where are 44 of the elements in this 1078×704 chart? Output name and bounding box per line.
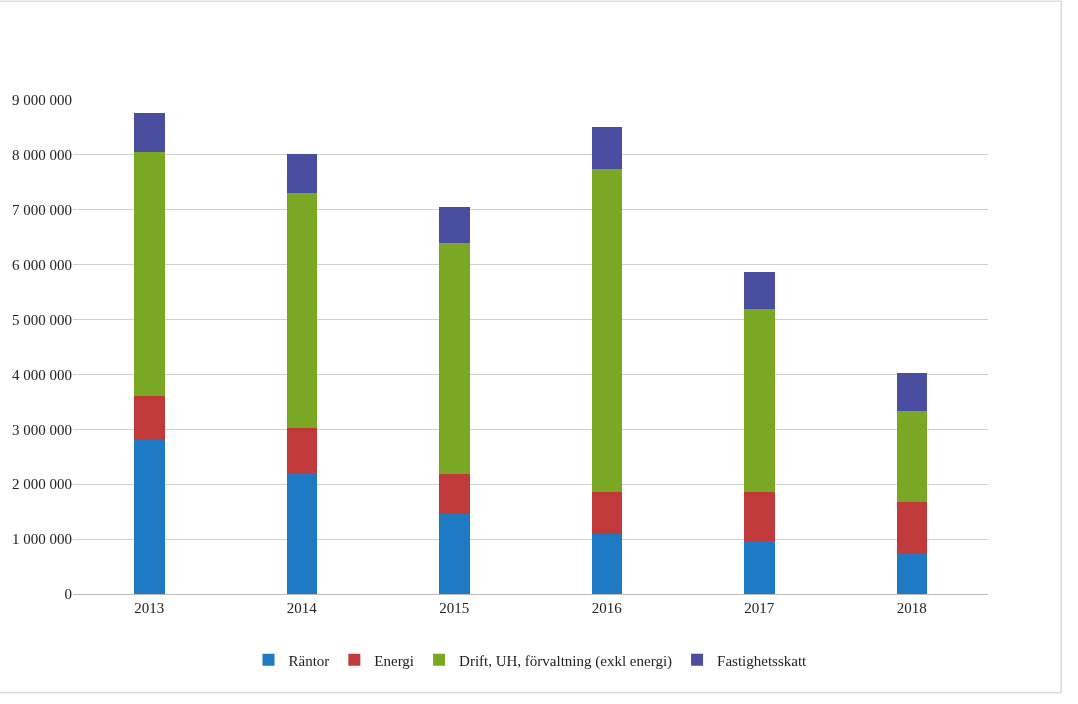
bar [286,473,317,594]
bar [286,154,317,193]
bar [439,473,470,514]
bar [744,309,775,493]
y-tick-label: 4 000 000 [12,366,72,383]
bar [134,396,165,440]
bar [286,428,317,474]
bar [591,168,622,493]
bar [439,513,470,594]
bar [439,207,470,244]
bar [286,192,317,429]
legend-label: Fastighetsskatt [717,652,808,669]
y-tick-label: 1 000 000 [12,531,72,548]
bar [744,272,775,310]
x-tick-label: 2016 [591,600,623,616]
y-tick-label: 2 000 000 [12,476,72,493]
bar [591,533,622,594]
bar [896,502,927,554]
x-tick-label: 2014 [286,600,318,616]
legend-label: Räntor [288,652,330,669]
y-tick-label: 3 000 000 [12,421,72,438]
bar [896,411,927,503]
y-tick-label: 0 [64,586,72,603]
x-tick-label: 2013 [134,600,165,616]
legend-label: Energi [374,652,415,669]
legend-label: Drift, UH, förvaltning (exkl energi) [459,652,673,670]
y-tick-label: 6 000 000 [12,256,72,273]
bar [896,373,927,412]
bar [134,113,165,152]
x-tick-label: 2018 [896,600,927,616]
y-tick-label: 5 000 000 [12,311,72,328]
bar [591,127,622,169]
y-tick-label: 7 000 000 [12,202,72,219]
x-tick-label: 2015 [439,600,470,616]
bar [439,243,470,474]
bar [744,492,775,541]
bar [744,540,775,594]
bar [591,492,622,534]
y-tick-label: 8 000 000 [12,147,72,164]
bar [134,439,165,594]
y-tick-label: 9 000 000 [12,92,72,109]
x-tick-label: 2017 [744,600,775,616]
bar [134,151,165,397]
bar [896,553,927,594]
